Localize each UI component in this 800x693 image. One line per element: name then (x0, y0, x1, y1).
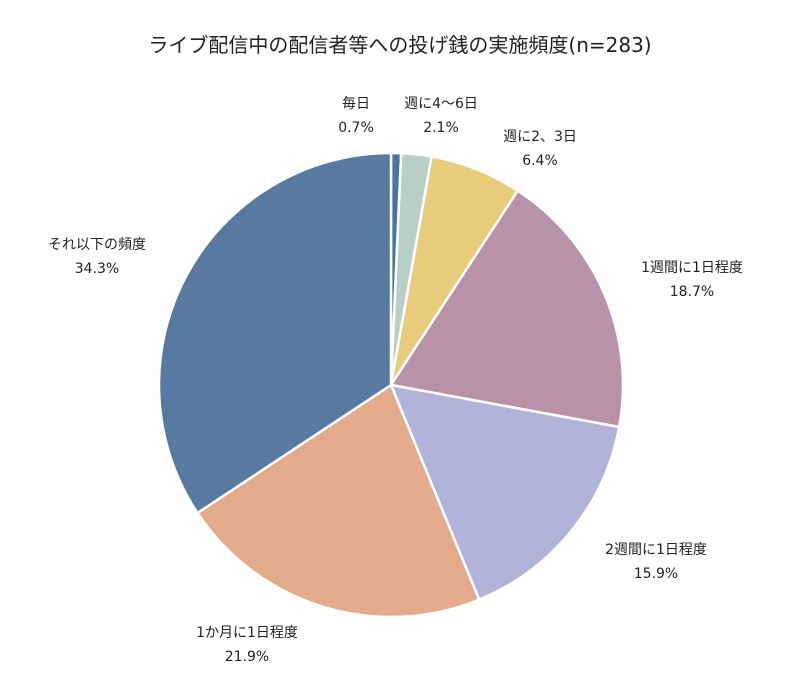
pie-slice-4 (388, 188, 625, 429)
chart-title: ライブ配信中の配信者等への投げ銭の実施頻度(n=283) (148, 33, 651, 57)
slice-value-6: 21.9% (225, 649, 269, 665)
slice-label-4: 1週間に1日程度 (641, 260, 743, 276)
pie-labels: 毎日 0.7% 週に4～6日 2.1% 週に2、3日 6.4% 1週間に1日程度 18.7% 2… (48, 96, 743, 665)
slice-value-1: 0.7% (338, 120, 374, 136)
pie-slices (157, 151, 625, 619)
slice-value-4: 18.7% (670, 284, 714, 300)
slice-value-7: 34.3% (75, 261, 119, 277)
slice-label-2: 週に4～6日 (404, 96, 478, 112)
pie-slice-5 (388, 383, 621, 602)
slice-label-6: 1か月に1日程度 (196, 625, 298, 641)
slice-label-1: 毎日 (342, 96, 370, 112)
slice-value-3: 6.4% (522, 153, 558, 169)
slice-label-7: それ以下の頻度 (48, 237, 146, 253)
pie-slice-7 (157, 151, 393, 515)
slice-label-3: 週に2、3日 (503, 129, 577, 145)
slice-label-5: 2週間に1日程度 (605, 542, 707, 558)
slice-value-2: 2.1% (423, 120, 459, 136)
pie-slice-6 (195, 383, 481, 619)
slice-value-5: 15.9% (634, 566, 678, 582)
